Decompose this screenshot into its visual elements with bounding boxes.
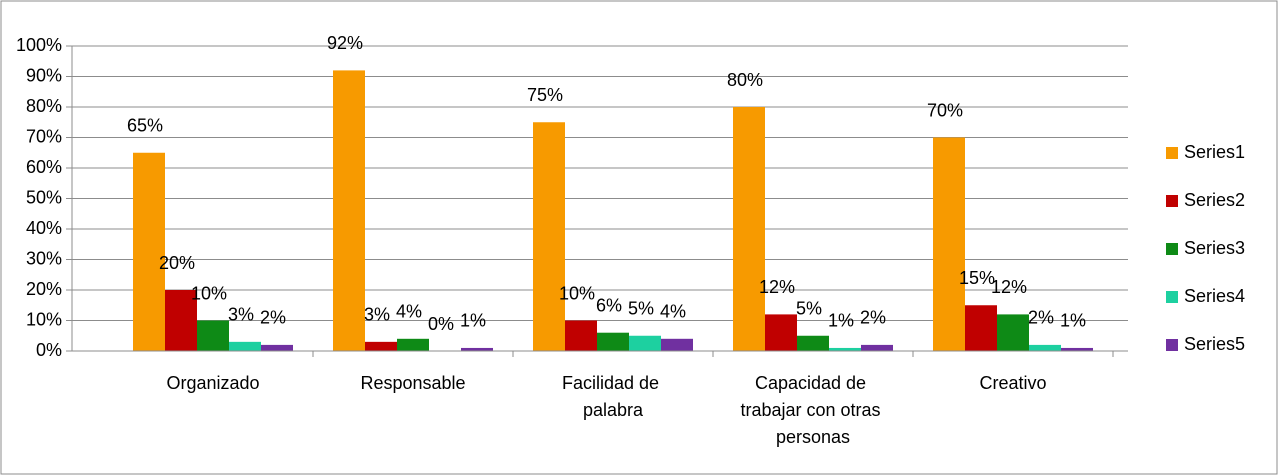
data-label: 12% xyxy=(759,277,795,297)
data-label: 65% xyxy=(127,116,163,136)
data-label: 75% xyxy=(527,85,563,105)
y-tick-label: 40% xyxy=(26,218,62,238)
data-label: 5% xyxy=(796,299,822,319)
data-label: 10% xyxy=(191,283,227,303)
bar xyxy=(661,338,693,351)
bar xyxy=(565,320,597,351)
data-label: 10% xyxy=(559,283,595,303)
bar xyxy=(765,314,797,351)
data-label: 80% xyxy=(727,70,763,90)
bar xyxy=(333,70,365,352)
data-label: 4% xyxy=(660,302,686,322)
legend-swatch xyxy=(1166,291,1178,303)
bar xyxy=(829,347,861,351)
data-label: 70% xyxy=(927,100,963,120)
y-tick-label: 70% xyxy=(26,126,62,146)
bar xyxy=(629,335,661,351)
legend-swatch xyxy=(1166,195,1178,207)
bar xyxy=(461,347,493,351)
y-tick-label: 60% xyxy=(26,157,62,177)
bar xyxy=(1029,344,1061,351)
bar xyxy=(861,344,893,351)
data-label: 12% xyxy=(991,277,1027,297)
y-tick-label: 30% xyxy=(26,248,62,268)
bar xyxy=(997,314,1029,351)
legend-swatch xyxy=(1166,243,1178,255)
data-label: 92% xyxy=(327,33,363,53)
bar xyxy=(165,290,197,351)
data-label: 1% xyxy=(828,311,854,331)
bar xyxy=(229,341,261,351)
y-tick-label: 10% xyxy=(26,309,62,329)
data-label: 2% xyxy=(260,308,286,328)
bar xyxy=(733,107,765,351)
data-label: 0% xyxy=(428,314,454,334)
data-label: 1% xyxy=(1060,311,1086,331)
data-label: 1% xyxy=(460,311,486,331)
legend-label: Series4 xyxy=(1184,286,1245,306)
legend-swatch xyxy=(1166,339,1178,351)
legend-label: Series2 xyxy=(1184,190,1245,210)
bar xyxy=(933,137,965,351)
x-tick-label: Organizado xyxy=(166,373,259,393)
bar xyxy=(261,344,293,351)
data-label: 15% xyxy=(959,268,995,288)
x-tick-label: Facilidad de palabra xyxy=(562,373,664,420)
data-label: 2% xyxy=(860,308,886,328)
y-tick-label: 80% xyxy=(26,96,62,116)
data-label: 3% xyxy=(228,305,254,325)
y-tick-label: 90% xyxy=(26,65,62,85)
legend-label: Series1 xyxy=(1184,142,1245,162)
bar xyxy=(533,122,565,351)
data-label: 3% xyxy=(364,305,390,325)
bar xyxy=(365,341,397,351)
bar xyxy=(397,338,429,351)
bar xyxy=(197,320,229,351)
legend-label: Series3 xyxy=(1184,238,1245,258)
y-tick-label: 50% xyxy=(26,187,62,207)
x-tick-label: Capacidad de trabajar con otras personas xyxy=(740,373,885,447)
y-tick-label: 0% xyxy=(36,340,62,360)
bar xyxy=(1061,347,1093,351)
y-tick-label: 100% xyxy=(16,35,62,55)
bar xyxy=(597,332,629,351)
legend-label: Series5 xyxy=(1184,334,1245,354)
data-label: 20% xyxy=(159,253,195,273)
data-label: 6% xyxy=(596,295,622,315)
bar xyxy=(133,152,165,351)
data-label: 5% xyxy=(628,299,654,319)
y-tick-label: 20% xyxy=(26,279,62,299)
data-label: 4% xyxy=(396,302,422,322)
legend-swatch xyxy=(1166,147,1178,159)
bar xyxy=(965,305,997,351)
bar xyxy=(797,335,829,351)
x-tick-label: Responsable xyxy=(360,373,465,393)
x-tick-label: Creativo xyxy=(979,373,1046,393)
data-label: 2% xyxy=(1028,308,1054,328)
